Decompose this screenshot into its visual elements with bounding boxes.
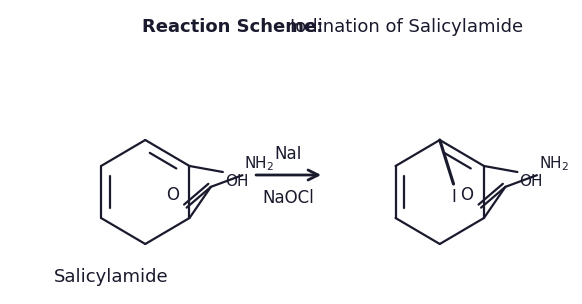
Text: O: O <box>166 186 179 204</box>
Text: Iodination of Salicylamide: Iodination of Salicylamide <box>290 18 523 36</box>
Text: NaI: NaI <box>275 145 302 163</box>
Text: Salicylamide: Salicylamide <box>54 268 169 286</box>
Text: Reaction Scheme:: Reaction Scheme: <box>143 18 324 36</box>
Text: NH$_2$: NH$_2$ <box>539 154 569 173</box>
Text: O: O <box>460 186 473 204</box>
Text: NH$_2$: NH$_2$ <box>244 154 275 173</box>
Text: OH: OH <box>519 174 543 189</box>
Text: OH: OH <box>225 174 249 189</box>
Text: I: I <box>451 188 456 206</box>
Text: NaOCl: NaOCl <box>262 189 314 207</box>
